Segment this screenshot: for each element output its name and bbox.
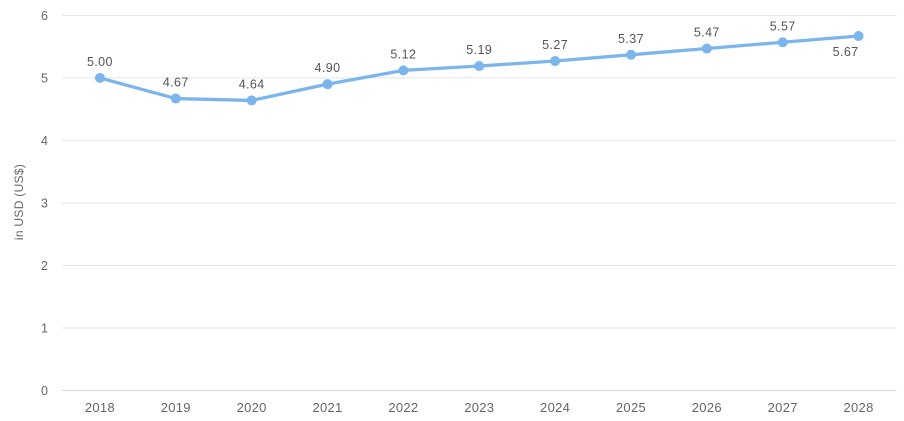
x-axis-tick-label: 2023 [464, 400, 494, 415]
data-point-marker[interactable] [322, 79, 333, 90]
x-axis-tick-label: 2027 [768, 400, 798, 415]
data-point-label: 4.67 [163, 76, 189, 90]
x-axis-tick-label: 2021 [312, 400, 342, 415]
data-point-label: 5.12 [390, 47, 416, 61]
y-axis-tick-label: 1 [41, 321, 48, 335]
data-point-label: 4.90 [315, 61, 341, 75]
y-axis-tick-label: 2 [41, 259, 48, 273]
y-axis-tick-label: 4 [41, 134, 48, 148]
data-point-marker[interactable] [777, 37, 788, 48]
x-axis-tick-label: 2025 [616, 400, 646, 415]
data-point-marker[interactable] [474, 61, 485, 72]
data-point-marker[interactable] [94, 72, 105, 83]
data-point-marker[interactable] [170, 93, 181, 104]
x-axis-tick-label: 2022 [388, 400, 418, 415]
x-axis-tick-label: 2020 [237, 400, 267, 415]
data-point-marker[interactable] [246, 95, 257, 106]
y-axis-tick-label: 0 [41, 384, 48, 398]
data-point-marker[interactable] [625, 49, 636, 60]
data-point-label: 5.00 [87, 55, 113, 69]
data-point-label: 5.19 [466, 43, 492, 57]
data-point-label: 5.67 [833, 45, 859, 59]
data-point-label: 5.37 [618, 32, 644, 46]
y-axis-tick-label: 6 [41, 9, 48, 23]
y-axis-tick-label: 3 [41, 196, 48, 210]
y-axis-tick-label: 5 [41, 71, 48, 85]
x-axis-tick-label: 2019 [161, 400, 191, 415]
data-point-marker[interactable] [550, 56, 561, 67]
data-point-marker[interactable] [701, 43, 712, 54]
x-axis-tick-label: 2028 [844, 400, 874, 415]
data-point-marker[interactable] [853, 31, 864, 42]
data-point-label: 5.47 [694, 26, 720, 40]
data-point-label: 5.27 [542, 38, 568, 52]
y-axis-title: in USD (US$) [12, 163, 26, 241]
data-point-label: 4.64 [239, 77, 265, 91]
data-point-label: 5.57 [770, 19, 796, 33]
data-point-marker[interactable] [398, 65, 409, 76]
x-axis-tick-label: 2026 [692, 400, 722, 415]
x-axis-tick-label: 2024 [540, 400, 570, 415]
x-axis-tick-label: 2018 [85, 400, 115, 415]
